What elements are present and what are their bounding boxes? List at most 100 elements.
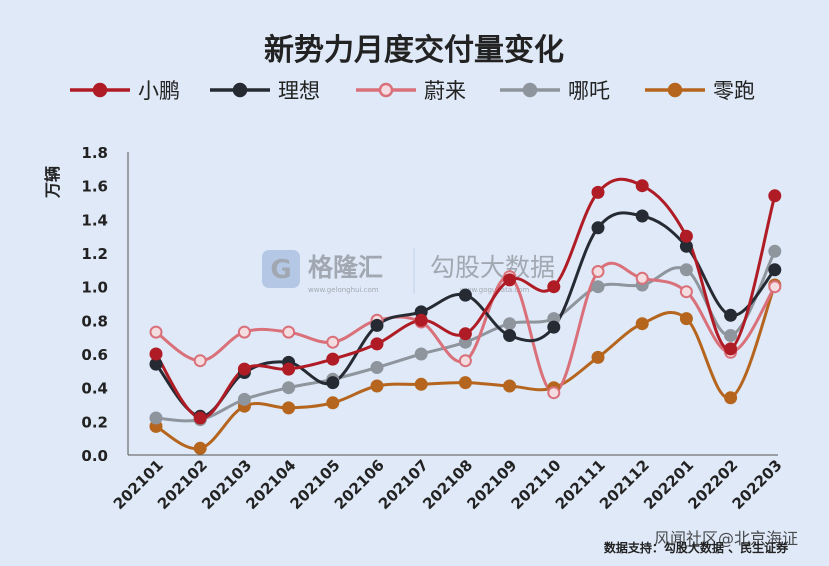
data-point	[503, 317, 517, 331]
y-tick-label: 1.4	[81, 211, 108, 229]
watermark-brand-text: 勾股大数据	[430, 253, 555, 282]
data-point	[193, 354, 207, 368]
data-point	[547, 280, 561, 294]
data-point	[768, 189, 782, 203]
source-note: 数据支持：勾股大数据 、民生证券	[604, 540, 789, 555]
series-line-0	[154, 177, 777, 420]
y-tick-label: 0.8	[81, 312, 108, 330]
data-point	[149, 347, 163, 361]
legend-label: 理想	[278, 79, 320, 103]
data-point	[768, 280, 782, 294]
data-point	[458, 376, 472, 390]
data-point	[282, 381, 296, 395]
data-point	[503, 273, 517, 287]
data-point	[547, 386, 561, 400]
data-point	[282, 362, 296, 376]
legend-marker	[522, 82, 538, 98]
data-point	[237, 392, 251, 406]
data-point	[282, 401, 296, 415]
data-point	[635, 179, 649, 193]
data-point	[591, 265, 605, 278]
data-point	[282, 325, 296, 339]
legend-label: 零跑	[713, 79, 755, 103]
data-point	[679, 229, 693, 243]
data-point	[547, 320, 561, 334]
data-point	[149, 325, 163, 339]
data-point	[149, 411, 163, 425]
y-tick-label: 0.2	[81, 413, 108, 431]
legend-item: 小鹏	[70, 79, 180, 103]
y-tick-label: 0.4	[81, 380, 108, 398]
data-point	[591, 280, 605, 294]
data-point	[503, 329, 517, 342]
data-point	[635, 271, 649, 285]
legend-label: 蔚来	[424, 79, 466, 103]
data-point	[326, 352, 340, 366]
data-point	[326, 376, 340, 390]
data-point	[193, 411, 207, 425]
series-points	[149, 179, 782, 455]
legend-label: 哪吒	[568, 79, 610, 103]
series-points-2	[149, 265, 782, 400]
data-point	[635, 317, 649, 331]
y-tick-label: 1.2	[81, 245, 108, 263]
data-point	[370, 361, 384, 374]
data-point	[370, 379, 384, 393]
data-point	[679, 312, 693, 326]
data-point	[414, 347, 428, 361]
data-point	[724, 342, 738, 356]
watermark-logo-text: 格隆汇	[308, 253, 383, 282]
data-point	[724, 391, 738, 405]
data-point	[458, 327, 472, 341]
data-point	[458, 288, 472, 302]
series-points-0	[149, 179, 782, 425]
legend: 小鹏 理想 蔚来 哪吒 零跑	[70, 79, 755, 103]
data-point	[237, 362, 251, 376]
series-points-4	[149, 278, 782, 455]
data-point	[414, 377, 428, 391]
data-point	[326, 396, 340, 410]
watermark-logo-sub: www.gelonghui.com	[308, 286, 379, 294]
data-point	[768, 263, 782, 277]
y-tick-label: 1.0	[81, 279, 108, 297]
y-tick-label: 0.6	[81, 346, 108, 364]
y-axis-ticks: 0.0 0.2 0.4 0.6 0.8 1.0 1.2 1.4 1.6 1.8	[81, 144, 108, 465]
legend-item: 哪吒	[500, 79, 610, 103]
data-point	[679, 285, 693, 299]
legend-marker	[232, 82, 248, 98]
legend-label: 小鹏	[138, 79, 180, 103]
series-line-4	[155, 284, 777, 451]
data-point	[193, 441, 207, 455]
data-point	[724, 308, 738, 322]
data-point	[370, 318, 384, 332]
data-point	[458, 354, 472, 368]
legend-item: 零跑	[645, 79, 755, 103]
legend-marker	[667, 82, 683, 98]
corner-watermark: 风闻社区@北京海证	[654, 529, 798, 548]
y-tick-label: 0.0	[81, 447, 108, 465]
data-point	[237, 325, 251, 339]
legend-item: 蔚来	[356, 79, 466, 103]
data-point	[591, 350, 605, 364]
data-point	[503, 379, 517, 393]
y-tick-label: 1.8	[81, 144, 108, 162]
legend-marker	[378, 82, 394, 98]
y-tick-label: 1.6	[81, 178, 108, 196]
data-point	[679, 263, 693, 277]
y-axis-label: 万辆	[43, 166, 62, 199]
legend-marker	[92, 82, 108, 98]
chart-title: 新势力月度交付量变化	[264, 33, 564, 68]
data-point	[326, 335, 340, 349]
watermark-logo-glyph: G	[270, 255, 291, 285]
data-point	[724, 329, 738, 342]
watermark-logo-icon	[262, 250, 300, 288]
data-point	[591, 221, 605, 235]
data-point	[768, 244, 782, 258]
data-point	[635, 209, 649, 223]
series-points-1	[149, 209, 782, 423]
data-point	[370, 337, 384, 351]
legend-item: 理想	[210, 79, 320, 103]
data-point	[414, 313, 428, 327]
